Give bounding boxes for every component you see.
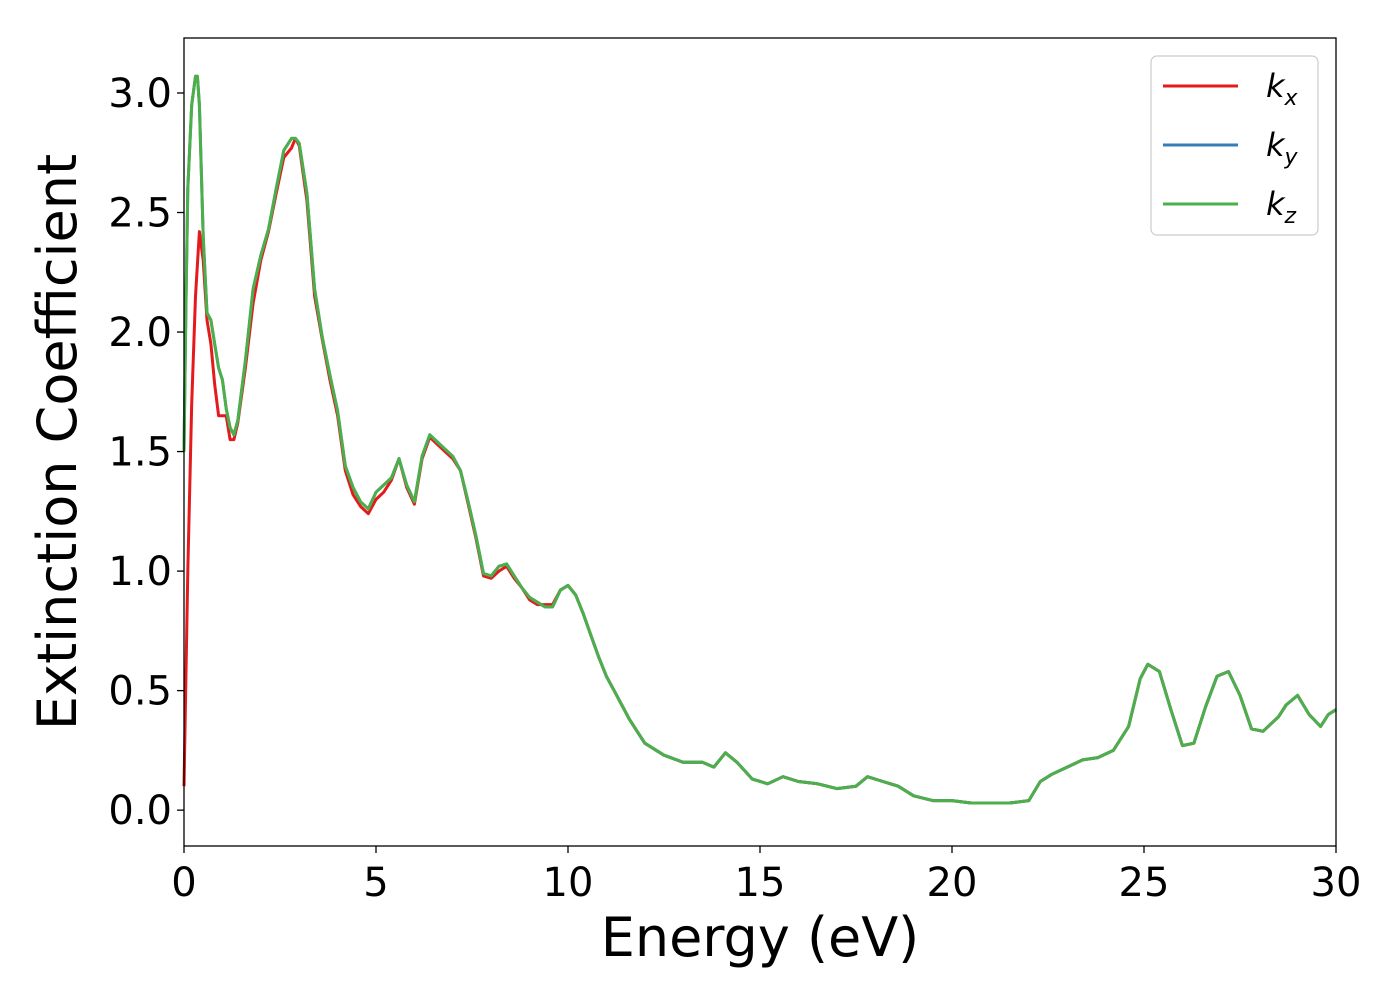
legend-label-ky: ky [1266,126,1299,170]
y-tick-label: 2.0 [108,310,172,356]
x-tick-label: 20 [927,860,978,906]
y-tick-label: 2.5 [108,191,172,237]
legend-label-symbol: k [1266,67,1286,105]
x-tick-label: 15 [735,860,786,906]
y-tick-label: 0.5 [108,669,172,715]
x-tick-label: 10 [543,860,594,906]
x-axis-title: Energy (eV) [601,906,920,969]
legend-label-kz: kz [1266,185,1297,229]
y-axis-ticks: 0.0 0.5 1.0 1.5 2.0 2.5 3.0 [108,71,184,834]
y-tick-label: 1.0 [108,549,172,595]
x-axis-ticks: 0 5 10 15 20 25 30 [171,846,1361,906]
y-tick-label: 1.5 [108,430,172,476]
legend-label-subscript: x [1284,86,1299,111]
y-tick-label: 0.0 [108,788,172,834]
legend-label-subscript: y [1284,145,1299,170]
x-tick-label: 5 [363,860,388,906]
x-tick-label: 0 [171,860,196,906]
series-layer [182,74,1337,805]
legend-label-subscript: z [1284,204,1297,229]
x-tick-label: 25 [1119,860,1170,906]
series-line-kz [182,74,1337,805]
y-tick-label: 3.0 [108,71,172,117]
legend-label-symbol: k [1266,126,1286,164]
y-axis-title: Extinction Coefficient [26,154,89,730]
legend-label-symbol: k [1266,185,1286,223]
legend-label-kx: kx [1266,67,1299,111]
x-tick-label: 30 [1311,860,1362,906]
